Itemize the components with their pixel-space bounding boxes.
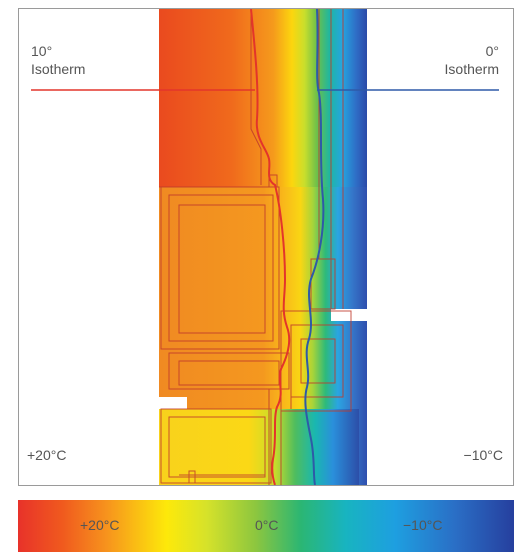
scale-tick-minus10: −10°C <box>403 517 443 533</box>
thermal-diagram: 10° Isotherm 0° Isotherm +20°C −10°C <box>18 8 514 486</box>
wall-heat-band <box>159 9 367 187</box>
temperature-color-scale: +20°C 0°C −10°C <box>18 500 514 552</box>
isotherm-0-value: 0° <box>485 43 499 59</box>
notch-right <box>341 309 371 321</box>
isotherm-10-line <box>250 9 291 485</box>
sill-heat <box>159 409 359 485</box>
scale-tick-zero: 0°C <box>255 517 279 533</box>
isotherm-0-line <box>304 9 325 485</box>
isotherm-0-label: Isotherm <box>444 61 499 77</box>
frame-profile-outlines <box>159 9 352 485</box>
scale-tick-plus20: +20°C <box>80 517 120 533</box>
thermal-svg <box>31 9 499 485</box>
isotherm-10-value: 10° <box>31 43 53 59</box>
inside-temperature: +20°C <box>27 447 67 463</box>
notch-left <box>155 397 187 409</box>
outside-temperature: −10°C <box>463 447 503 463</box>
isotherm-10-label: Isotherm <box>31 61 86 77</box>
